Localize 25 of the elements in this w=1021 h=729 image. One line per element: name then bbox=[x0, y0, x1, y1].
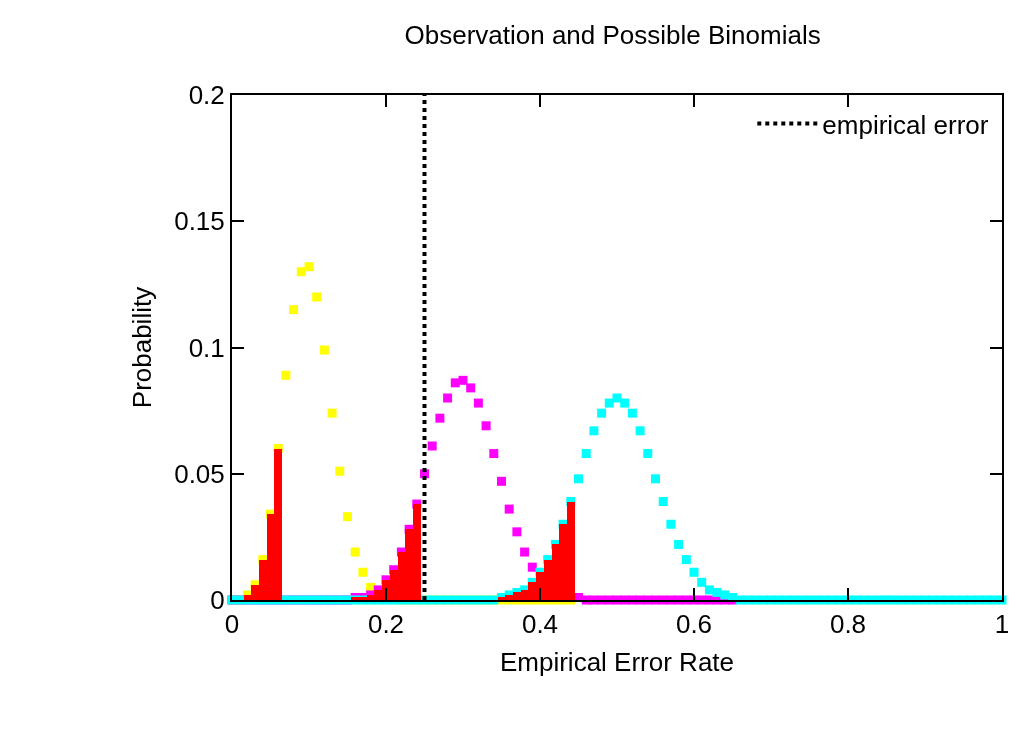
point bbox=[335, 466, 345, 476]
point bbox=[296, 267, 306, 277]
point bbox=[281, 370, 291, 380]
point bbox=[358, 567, 368, 577]
point bbox=[350, 547, 360, 557]
point bbox=[319, 345, 329, 355]
point bbox=[289, 305, 299, 315]
point bbox=[312, 292, 322, 302]
chart-title: Observation and Possible Binomials bbox=[404, 19, 821, 50]
y-tick-label: 0.1 bbox=[188, 332, 225, 363]
y-tick-label: 0.15 bbox=[174, 206, 225, 237]
x-axis-title: Empirical Error Rate bbox=[499, 647, 735, 678]
y-tick-label: 0 bbox=[210, 585, 225, 616]
x-tick-label: 0.2 bbox=[367, 609, 405, 640]
ref-line-label: empirical error bbox=[822, 109, 989, 140]
x-tick-label: 0.8 bbox=[829, 609, 867, 640]
point bbox=[304, 262, 314, 272]
point bbox=[327, 408, 337, 418]
y-axis-title: Probability bbox=[127, 286, 158, 409]
x-tick-label: 1 bbox=[994, 609, 1010, 640]
y-tick-label: 0.2 bbox=[188, 80, 225, 111]
y-tick-label: 0.05 bbox=[174, 458, 225, 489]
x-tick-label: 0.4 bbox=[521, 609, 559, 640]
x-tick-label: 0.6 bbox=[675, 609, 713, 640]
point bbox=[343, 512, 352, 522]
